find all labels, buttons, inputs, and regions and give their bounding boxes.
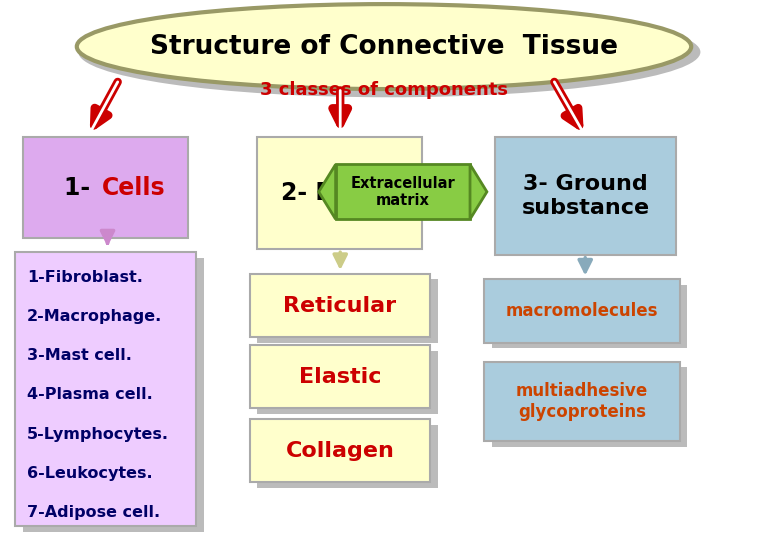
FancyBboxPatch shape <box>23 258 204 532</box>
FancyBboxPatch shape <box>250 274 430 337</box>
Ellipse shape <box>77 4 691 89</box>
Text: Cells: Cells <box>101 176 165 199</box>
FancyBboxPatch shape <box>484 279 680 342</box>
Text: 3 classes of components: 3 classes of components <box>260 82 508 99</box>
FancyBboxPatch shape <box>257 425 438 488</box>
Ellipse shape <box>78 7 700 98</box>
Text: macromolecules: macromolecules <box>505 302 658 320</box>
FancyBboxPatch shape <box>250 419 430 482</box>
FancyBboxPatch shape <box>257 279 438 342</box>
Text: 2- Fibers: 2- Fibers <box>281 181 399 205</box>
FancyBboxPatch shape <box>484 362 680 441</box>
FancyBboxPatch shape <box>257 137 422 249</box>
FancyBboxPatch shape <box>15 252 196 526</box>
Text: 4-Plasma cell.: 4-Plasma cell. <box>27 387 153 402</box>
Text: 2-Macrophage.: 2-Macrophage. <box>27 309 162 324</box>
Text: 6-Leukocytes.: 6-Leukocytes. <box>27 466 153 481</box>
Text: 7-Adipose cell.: 7-Adipose cell. <box>27 505 160 520</box>
Text: Reticular: Reticular <box>283 295 396 316</box>
Text: 5-Lymphocytes.: 5-Lymphocytes. <box>27 426 169 442</box>
FancyBboxPatch shape <box>336 164 470 219</box>
FancyBboxPatch shape <box>492 367 687 447</box>
Text: Collagen: Collagen <box>286 441 394 461</box>
Polygon shape <box>470 164 487 219</box>
FancyBboxPatch shape <box>257 351 438 414</box>
FancyBboxPatch shape <box>250 345 430 408</box>
Text: Elastic: Elastic <box>299 367 381 387</box>
Text: Extracellular
matrix: Extracellular matrix <box>350 175 455 208</box>
Text: 3-Mast cell.: 3-Mast cell. <box>27 349 132 363</box>
FancyBboxPatch shape <box>495 137 676 255</box>
FancyBboxPatch shape <box>23 137 188 238</box>
Text: 1-Fibroblast.: 1-Fibroblast. <box>27 270 143 285</box>
Text: Structure of Connective  Tissue: Structure of Connective Tissue <box>150 33 618 60</box>
Text: 1-: 1- <box>64 176 98 199</box>
FancyBboxPatch shape <box>492 285 687 348</box>
Text: multiadhesive
glycoproteins: multiadhesive glycoproteins <box>515 382 648 421</box>
Polygon shape <box>319 164 336 219</box>
Text: 3- Ground
substance: 3- Ground substance <box>521 174 650 218</box>
